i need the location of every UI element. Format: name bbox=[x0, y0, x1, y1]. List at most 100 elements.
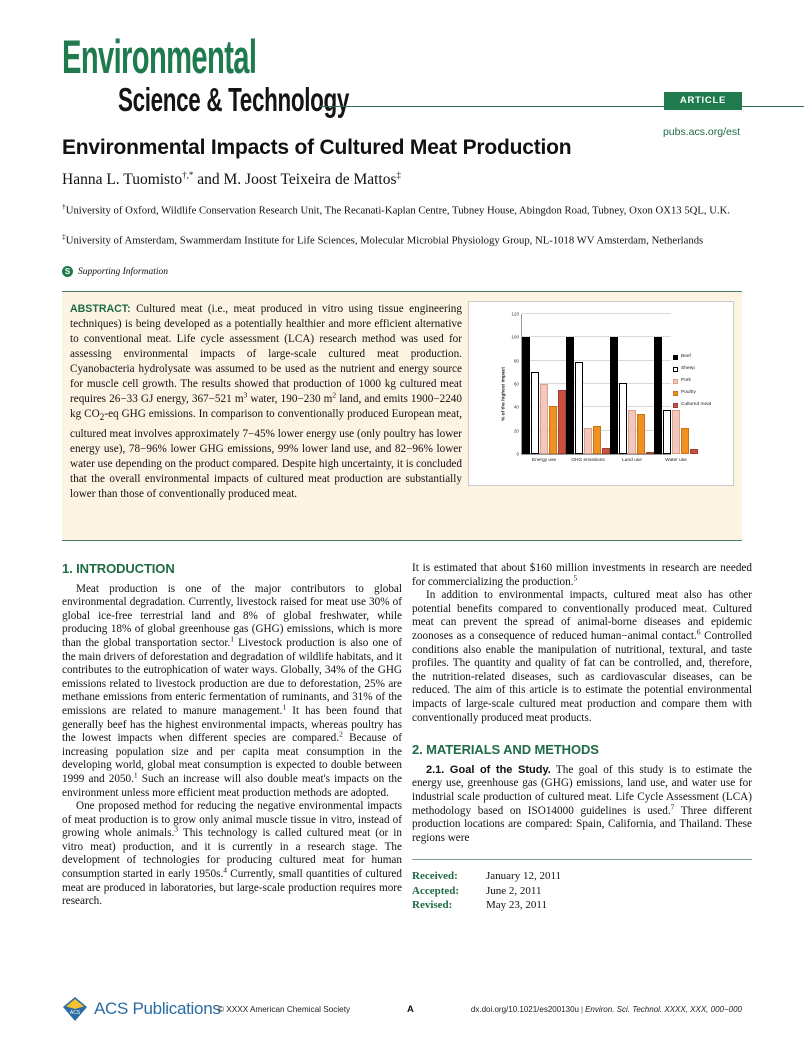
publication-date-value: May 23, 2011 bbox=[486, 899, 548, 912]
abstract-part-2: water, 190−230 m bbox=[247, 393, 333, 406]
chart-gridline: 100 bbox=[511, 335, 671, 340]
chart-bar-group: Energy use bbox=[522, 314, 566, 463]
chart-legend-label: Beef bbox=[681, 354, 691, 359]
intro-p1-ref1[interactable]: 1 bbox=[230, 634, 234, 644]
footer-separator: | bbox=[581, 1005, 584, 1014]
chart-legend-swatch bbox=[673, 366, 678, 372]
publication-date-label: Received: bbox=[412, 870, 458, 883]
intro-p1-seg5: Such an increase will also double meat's… bbox=[62, 772, 402, 799]
publication-date-row: Revised: May 23, 2011 bbox=[412, 898, 752, 913]
intro-p2-seg1: One proposed method for reducing the neg… bbox=[62, 800, 402, 840]
chart-bar bbox=[628, 410, 636, 454]
chart-y-tick-label: 100 bbox=[511, 334, 519, 340]
intro-p2-ref2[interactable]: 4 bbox=[223, 865, 228, 875]
chart-x-tick-label: Water use bbox=[665, 458, 687, 463]
right-p2-seg2: Controlled conditions also enable the ma… bbox=[412, 629, 752, 724]
intro-p2-seg3: Currently, small quantities of cultured … bbox=[62, 868, 402, 908]
acs-publications-logo[interactable]: ACS ACS Publications bbox=[62, 996, 221, 1022]
journal-logo: Environmental Science & Technology bbox=[62, 30, 349, 116]
chart-legend-item: Cultured meat bbox=[673, 402, 727, 408]
chart-legend-label: Poultry bbox=[681, 390, 696, 396]
chart-bar bbox=[558, 389, 566, 454]
chart-bar bbox=[549, 406, 557, 454]
chart-x-tick-label: Energy use bbox=[531, 458, 557, 463]
chart-bar bbox=[610, 337, 618, 454]
chart-legend-swatch bbox=[673, 402, 678, 408]
affiliation-amsterdam-text: University of Amsterdam, Swammerdam Inst… bbox=[65, 234, 704, 247]
svg-text:ACS: ACS bbox=[70, 1010, 81, 1016]
abstract-label: ABSTRACT: bbox=[70, 303, 131, 315]
doi-link[interactable]: dx.doi.org/10.1021/es200130u bbox=[470, 1005, 579, 1014]
right-paragraph-2: In addition to environmental impacts, cu… bbox=[412, 589, 752, 725]
intro-p1-ref4[interactable]: 1 bbox=[133, 770, 138, 780]
chart-plot-area: 0 20 40 60 80 100 120 Energy use GHG emissions L… bbox=[511, 312, 698, 463]
chart-bar bbox=[672, 410, 680, 454]
chart-bar bbox=[531, 372, 539, 454]
chart-legend-swatch bbox=[673, 390, 678, 396]
abstract-sup-cubic: 3 bbox=[243, 390, 248, 400]
right-p1-ref1[interactable]: 5 bbox=[573, 572, 578, 582]
article-type-badge: ARTICLE bbox=[663, 92, 742, 110]
chart-bar bbox=[593, 426, 601, 454]
abstract-part-1: Cultured meat (i.e., meat produced in vi… bbox=[70, 303, 462, 406]
section-heading-introduction: 1. INTRODUCTION bbox=[62, 561, 175, 576]
journal-citation: Environ. Sci. Technol. XXXX, XXX, 000−00… bbox=[585, 1005, 742, 1014]
abstract-box: ABSTRACT: Cultured meat (i.e., meat prod… bbox=[62, 291, 742, 541]
abstract-text: ABSTRACT: Cultured meat (i.e., meat prod… bbox=[70, 302, 462, 502]
affiliation-marker-dagger: † bbox=[62, 202, 66, 211]
chart-y-tick-label: 60 bbox=[513, 381, 519, 387]
supporting-information-link[interactable]: S Supporting Information bbox=[62, 266, 168, 277]
intro-p1-seg3: It has been found that generally beef ha… bbox=[62, 704, 402, 745]
chart-y-tick-label: 0 bbox=[516, 451, 519, 457]
intro-p2-ref1[interactable]: 3 bbox=[174, 824, 179, 834]
chart-legend-item: Sheep bbox=[673, 366, 727, 372]
affiliation-marker-ddagger: ‡ bbox=[62, 232, 66, 241]
chart-bar bbox=[619, 382, 627, 454]
right-p3-seg2: Three different production locations are… bbox=[412, 804, 752, 844]
intro-paragraph-2: One proposed method for reducing the neg… bbox=[62, 800, 402, 909]
page-number: A bbox=[407, 1004, 414, 1015]
right-p3-ref1[interactable]: 7 bbox=[670, 801, 675, 811]
chart-gridline: 60 bbox=[514, 382, 671, 387]
intro-p1-seg2: Livestock production is also one of the … bbox=[62, 636, 402, 717]
author-second-marker: ‡ bbox=[396, 170, 402, 180]
dates-divider bbox=[412, 859, 752, 861]
chart-legend-item: Beef bbox=[673, 354, 727, 360]
chart-y-tick-label: 120 bbox=[511, 311, 519, 317]
journal-logo-environmental: Environmental bbox=[62, 30, 257, 83]
supporting-information-label: Supporting Information bbox=[78, 266, 168, 277]
chart-bar-group: Land use bbox=[610, 314, 654, 463]
chart-bar-group: GHG emissions bbox=[566, 314, 610, 463]
right-p2-ref1[interactable]: 6 bbox=[696, 627, 701, 637]
chart-legend: Beef Sheep Pork Poultry Cultured meat bbox=[673, 354, 727, 414]
chart-bar bbox=[540, 384, 548, 454]
right-p1-seg1: It is estimated that about $160 million … bbox=[412, 562, 752, 588]
chart-y-tick-label: 80 bbox=[513, 358, 519, 364]
article-authors: Hanna L. Tuomisto†,* and M. Joost Teixei… bbox=[62, 170, 752, 189]
publication-date-label: Accepted: bbox=[412, 884, 460, 897]
doi-citation: dx.doi.org/10.1021/es200130u | Environ. Sc… bbox=[471, 1005, 742, 1014]
acs-publications-label: ACS Publications bbox=[94, 999, 221, 1018]
section-heading-materials-methods: 2. MATERIALS AND METHODS bbox=[412, 742, 599, 758]
journal-url-link[interactable]: pubs.acs.org/est bbox=[662, 126, 740, 138]
chart-bar bbox=[681, 428, 689, 454]
affiliation-oxford: †University of Oxford, Wildlife Conserva… bbox=[62, 200, 757, 218]
chart-legend-swatch bbox=[673, 354, 678, 360]
masthead-rule bbox=[320, 106, 804, 107]
chart-bar bbox=[602, 448, 610, 454]
intro-p2-seg2: This technology is called cultured meat … bbox=[62, 827, 402, 881]
intro-p1-ref2[interactable]: 1 bbox=[282, 702, 287, 712]
body-column-right: It is estimated that about $160 million … bbox=[412, 562, 752, 913]
author-connector: and M. Joost Teixeira de Mattos bbox=[193, 171, 397, 189]
chart-legend-item: Poultry bbox=[673, 390, 727, 396]
right-paragraph-3: 2.1. Goal of the Study. The goal of this… bbox=[412, 764, 752, 846]
copyright-notice: © XXXX American Chemical Society bbox=[218, 1005, 351, 1014]
publication-date-value: January 12, 2011 bbox=[486, 870, 562, 883]
article-title: Environmental Impacts of Cultured Meat P… bbox=[62, 136, 572, 159]
chart-gridline: 80 bbox=[514, 358, 671, 363]
subsection-heading-goal-of-study: 2.1. Goal of the Study. bbox=[426, 763, 551, 776]
intro-p1-ref3[interactable]: 2 bbox=[339, 729, 343, 739]
right-paragraph-1: It is estimated that about $160 million … bbox=[412, 562, 752, 589]
intro-paragraph-1: Meat production is one of the major cont… bbox=[62, 583, 402, 801]
